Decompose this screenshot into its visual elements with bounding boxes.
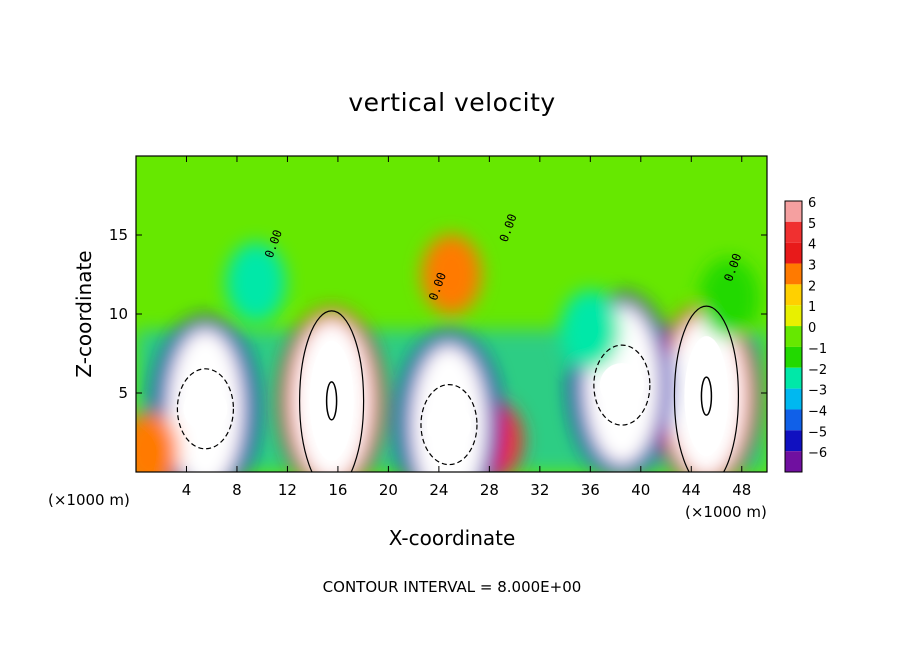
x-tick-label: 24 xyxy=(429,481,448,499)
y-tick-label: 15 xyxy=(109,226,128,244)
cell-core-4 xyxy=(426,402,471,447)
x-tick-label: 36 xyxy=(581,481,600,499)
colorbar: 6 5 4 3 2 1 0 −1 −2 −3 −4 −5 −6 xyxy=(784,196,827,473)
contour-ring-0 xyxy=(299,310,365,472)
x-tick-label: 20 xyxy=(379,481,398,499)
x-tick-label: 12 xyxy=(278,481,297,499)
colorbar-swatch xyxy=(785,346,802,368)
cell-10 xyxy=(699,258,760,339)
x-tick-label: 4 xyxy=(182,481,192,499)
colorbar-label: −2 xyxy=(808,363,827,378)
x-tick-label: 40 xyxy=(631,481,650,499)
colorbar-label: −4 xyxy=(808,404,827,419)
x-unit-note-right: (×1000 m) xyxy=(685,503,767,521)
colorbar-swatch xyxy=(785,388,802,410)
contour-ring-1 xyxy=(673,305,740,472)
cell-core-2 xyxy=(183,386,228,431)
cell-7 xyxy=(136,411,179,472)
cell-core-1 xyxy=(684,336,729,457)
colorbar-swatch xyxy=(785,201,802,222)
colorbar-label: 6 xyxy=(808,196,816,211)
cell-core-0 xyxy=(309,340,354,461)
colorbar-swatch xyxy=(785,367,802,389)
contour-ring-2 xyxy=(176,368,235,450)
colorbar-swatch xyxy=(785,430,802,452)
x-tick-label: 28 xyxy=(480,481,499,499)
colorbar-frame xyxy=(784,200,803,473)
contour-interval-note: CONTOUR INTERVAL = 8.000E+00 xyxy=(322,578,582,596)
colorbar-swatch xyxy=(785,409,802,431)
cell-9 xyxy=(560,289,621,370)
colorbar-label: −5 xyxy=(808,425,827,440)
colorbar-label: −6 xyxy=(808,446,827,461)
colorbar-label: −1 xyxy=(808,342,827,357)
chart-title: vertical velocity xyxy=(348,88,556,117)
y-tick-label: 5 xyxy=(118,384,128,402)
colorbar-swatch xyxy=(785,263,802,285)
colorbar-label: 2 xyxy=(808,279,816,294)
x-axis-label: X-coordinate xyxy=(388,526,516,550)
colorbar-label: 3 xyxy=(808,259,816,274)
colorbar-label: 4 xyxy=(808,238,816,253)
x-tick-label: 48 xyxy=(732,481,751,499)
cell-3 xyxy=(421,234,482,315)
colorbar-swatch xyxy=(785,326,802,347)
colorbar-swatch xyxy=(785,242,802,264)
cell-8 xyxy=(225,242,286,323)
contour-inner-1 xyxy=(700,376,713,416)
x-unit-note-left: (×1000 m) xyxy=(48,491,130,509)
y-tick-label: 10 xyxy=(109,305,128,323)
contour-inner-0 xyxy=(325,381,338,421)
contour-ring-4 xyxy=(420,384,478,466)
colorbar-swatch xyxy=(785,305,802,327)
colorbar-label: 5 xyxy=(808,217,816,232)
colorbar-label: 0 xyxy=(808,321,816,336)
colorbar-swatch xyxy=(785,221,802,243)
x-tick-label: 16 xyxy=(328,481,347,499)
x-tick-label: 44 xyxy=(682,481,701,499)
colorbar-swatch xyxy=(785,451,802,472)
x-tick-label: 32 xyxy=(530,481,549,499)
heatmap-field xyxy=(136,156,767,472)
contour-ring-3 xyxy=(593,344,651,426)
colorbar-label: 1 xyxy=(808,300,816,315)
cell-core-3 xyxy=(599,363,644,408)
colorbar-swatch xyxy=(785,284,802,306)
x-tick-label: 8 xyxy=(232,481,242,499)
colorbar-label: −3 xyxy=(808,384,827,399)
